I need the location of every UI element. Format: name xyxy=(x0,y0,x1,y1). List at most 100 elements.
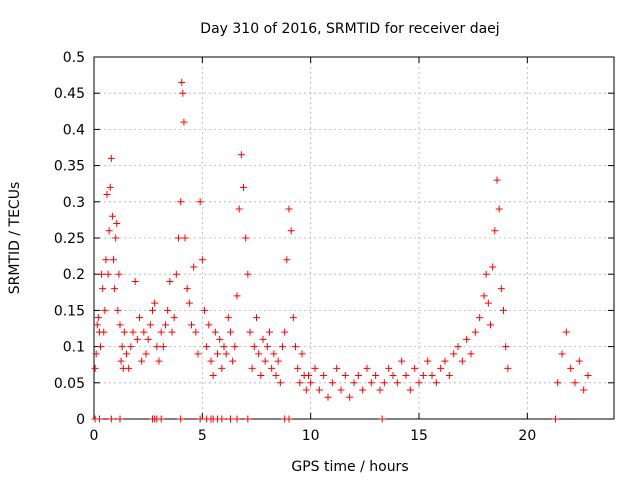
data-point xyxy=(244,415,252,423)
data-point xyxy=(255,350,263,358)
data-point xyxy=(281,328,289,336)
y-axis-label: SRMTID / TECUs xyxy=(7,182,23,295)
data-point xyxy=(398,357,406,365)
data-point xyxy=(98,270,106,278)
data-point xyxy=(424,357,432,365)
x-axis-label: GPS time / hours xyxy=(291,459,408,475)
x-tick-label: 15 xyxy=(410,428,428,444)
data-point xyxy=(233,415,241,423)
x-tick-label: 0 xyxy=(90,428,99,444)
data-point xyxy=(138,357,146,365)
data-point xyxy=(190,263,198,271)
data-point xyxy=(285,415,293,423)
data-point xyxy=(502,343,510,351)
data-point xyxy=(146,321,154,329)
data-point xyxy=(584,372,592,380)
data-point xyxy=(567,364,575,372)
data-point xyxy=(155,357,163,365)
data-point xyxy=(207,357,215,365)
data-point xyxy=(487,321,494,329)
data-point xyxy=(100,328,108,336)
data-point xyxy=(237,151,245,159)
data-point xyxy=(500,306,507,314)
data-point xyxy=(266,328,273,336)
data-point xyxy=(363,364,371,372)
data-point xyxy=(149,306,156,314)
data-point xyxy=(101,306,109,314)
data-point xyxy=(276,379,284,387)
data-point xyxy=(153,343,161,351)
data-point xyxy=(142,350,150,358)
y-tick-label: 0.4 xyxy=(63,122,85,138)
data-point xyxy=(218,415,226,423)
data-point xyxy=(428,372,436,380)
data-point xyxy=(378,415,386,423)
data-point xyxy=(157,415,165,423)
data-point xyxy=(305,372,312,380)
data-point xyxy=(227,328,234,336)
data-point xyxy=(235,205,243,213)
data-point xyxy=(476,314,484,322)
data-point xyxy=(558,350,566,358)
data-point xyxy=(495,205,503,213)
data-point xyxy=(272,372,280,380)
data-point xyxy=(289,314,297,322)
data-point xyxy=(103,191,111,199)
data-point xyxy=(180,118,188,126)
data-point xyxy=(159,343,167,351)
data-point xyxy=(354,372,362,380)
y-tick-label: 0.35 xyxy=(54,159,85,175)
data-point xyxy=(131,277,139,285)
data-point xyxy=(279,343,286,351)
data-point xyxy=(292,343,299,351)
y-tick-label: 0.2 xyxy=(63,267,85,283)
data-point xyxy=(115,270,123,278)
data-point xyxy=(493,176,501,184)
data-point xyxy=(389,372,397,380)
data-point xyxy=(504,364,512,372)
data-point xyxy=(261,357,269,365)
data-point xyxy=(463,335,471,343)
data-point xyxy=(211,328,219,336)
data-point xyxy=(552,415,559,423)
data-point xyxy=(106,183,114,191)
y-tick-label: 0.05 xyxy=(54,376,85,392)
data-point xyxy=(93,321,101,329)
data-point xyxy=(172,270,180,278)
data-point xyxy=(294,364,302,372)
grid-lines xyxy=(94,57,614,419)
data-point xyxy=(441,357,449,365)
data-point xyxy=(205,321,213,329)
data-point xyxy=(133,335,141,343)
data-point xyxy=(482,270,490,278)
data-point xyxy=(406,386,414,394)
data-point xyxy=(164,306,172,314)
data-point xyxy=(250,343,258,351)
data-point xyxy=(178,78,186,86)
data-point xyxy=(203,343,211,351)
data-point xyxy=(227,415,234,423)
data-point xyxy=(120,328,128,336)
data-point xyxy=(118,343,126,351)
data-point xyxy=(99,285,107,293)
data-point xyxy=(372,372,380,380)
data-point xyxy=(274,357,282,365)
data-point xyxy=(188,321,195,329)
data-point xyxy=(491,227,499,235)
data-point xyxy=(437,364,445,372)
y-tick-label: 0.1 xyxy=(63,340,85,356)
data-point xyxy=(185,299,193,307)
data-point xyxy=(562,328,570,336)
data-point xyxy=(415,379,423,387)
data-point xyxy=(112,234,120,242)
data-point xyxy=(229,357,237,365)
data-point xyxy=(127,343,135,351)
data-point xyxy=(244,270,252,278)
data-point xyxy=(201,306,208,314)
data-point xyxy=(140,328,148,336)
data-point xyxy=(105,227,113,235)
data-point xyxy=(359,386,367,394)
data-point xyxy=(242,234,250,242)
data-point xyxy=(575,357,583,365)
data-point xyxy=(270,350,278,358)
